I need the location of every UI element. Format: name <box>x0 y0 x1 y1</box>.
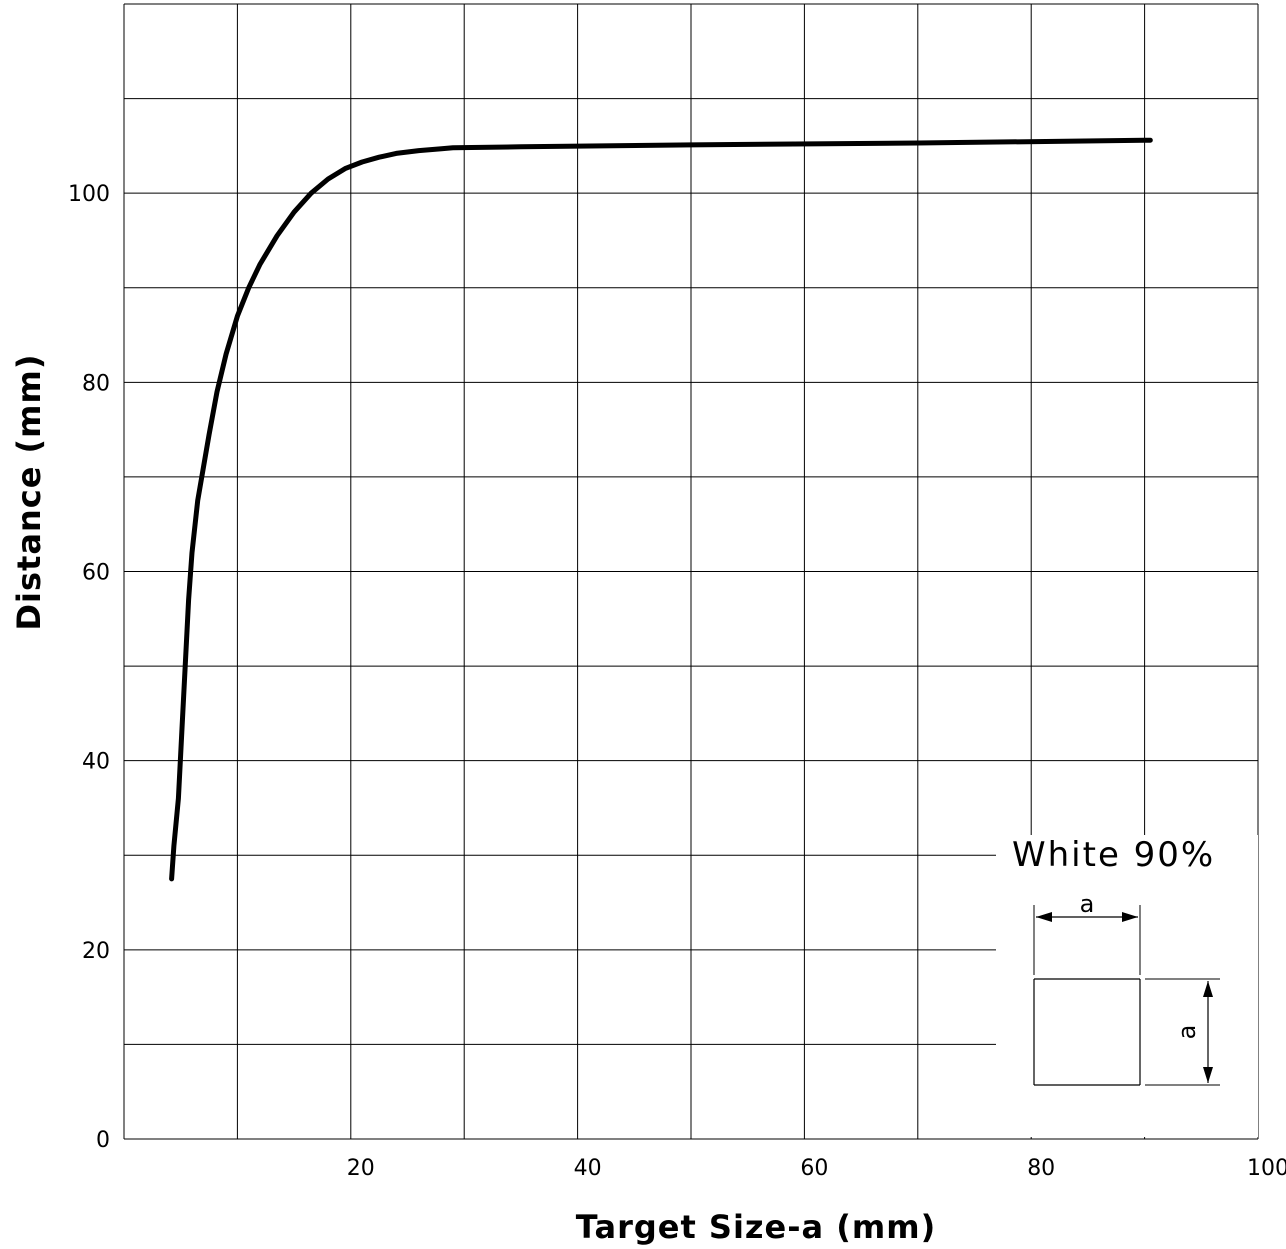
width-arrow-right <box>1122 912 1138 922</box>
x-tick-label: 20 <box>347 1156 375 1181</box>
y-tick-label: 60 <box>82 561 110 586</box>
y-tick-label: 40 <box>82 750 110 775</box>
y-tick-label: 100 <box>68 182 110 207</box>
x-tick-label: 40 <box>574 1156 602 1181</box>
height-dimension-label: a <box>1173 1025 1201 1040</box>
x-axis-title: Target Size-a (mm) <box>576 1208 936 1246</box>
inset-label: White 90% <box>1012 835 1215 875</box>
tick-labels: 20 40 60 80 100 0 20 40 60 80 100 <box>68 182 1286 1181</box>
legend-inset: White 90% a a <box>996 835 1258 1137</box>
series-line <box>169 137 1153 882</box>
width-arrow-left <box>1036 912 1052 922</box>
x-tick-label: 80 <box>1027 1156 1055 1181</box>
x-tick-label: 60 <box>800 1156 828 1181</box>
y-tick-label: 20 <box>82 939 110 964</box>
inset-background <box>996 835 1258 1137</box>
height-arrow-top <box>1203 981 1213 997</box>
y-tick-label: 0 <box>96 1128 110 1153</box>
width-dimension-label: a <box>1080 890 1095 918</box>
series <box>169 137 1153 882</box>
y-axis-title: Distance (mm) <box>10 354 48 631</box>
x-tick-label: 100 <box>1247 1156 1286 1181</box>
height-arrow-bottom <box>1203 1067 1213 1083</box>
y-tick-label: 80 <box>82 371 110 396</box>
